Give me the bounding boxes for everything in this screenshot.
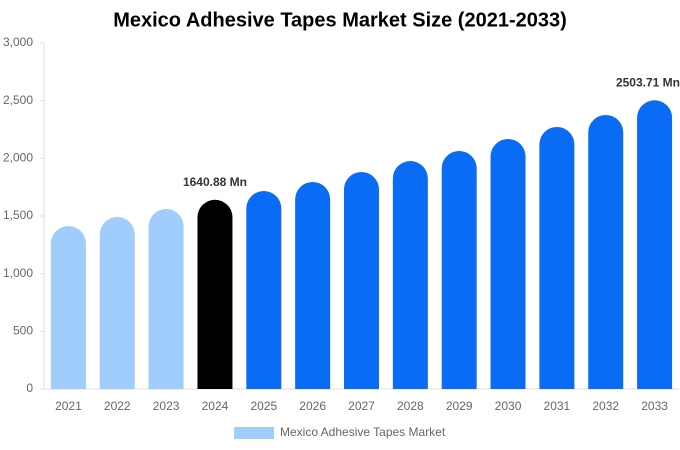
legend-label: Mexico Adhesive Tapes Market: [280, 425, 446, 439]
bar: [490, 138, 526, 389]
bar: [637, 100, 673, 390]
y-tick-label: 500: [13, 324, 33, 338]
x-tick-label: 2029: [446, 399, 473, 413]
y-tick-label: 0: [26, 381, 33, 395]
bar: [588, 114, 624, 389]
x-tick-label: 2025: [250, 399, 277, 413]
y-tick-label: 1,000: [3, 266, 33, 280]
x-tick-label: 2033: [641, 399, 668, 413]
x-tick-label: 2027: [348, 399, 375, 413]
x-tick-label: 2024: [202, 399, 229, 413]
value-label: 2503.71 Mn: [616, 75, 680, 89]
bar: [344, 171, 379, 389]
x-tick-label: 2030: [495, 399, 522, 413]
chart-title: Mexico Adhesive Tapes Market Size (2021-…: [113, 9, 567, 31]
x-tick-label: 2028: [397, 399, 424, 413]
x-tick-label: 2022: [104, 399, 131, 413]
bar: [148, 208, 184, 389]
bar: [539, 126, 575, 389]
bar: [197, 199, 233, 389]
bar: [246, 190, 282, 389]
x-tick-label: 2021: [55, 399, 82, 413]
x-tick-label: 2023: [153, 399, 180, 413]
bar: [50, 226, 86, 389]
value-label: 1640.88 Mn: [183, 175, 247, 189]
y-tick-label: 2,500: [3, 93, 33, 107]
x-tick-label: 2032: [592, 399, 619, 413]
bar: [295, 181, 331, 389]
bar: [99, 217, 135, 389]
bar: [441, 150, 477, 389]
x-tick-label: 2026: [299, 399, 326, 413]
legend-swatch: [234, 427, 274, 439]
y-tick-label: 1,500: [3, 208, 33, 222]
y-tick-label: 3,000: [3, 35, 33, 49]
bar: [392, 160, 428, 389]
y-tick-label: 2,000: [3, 151, 33, 165]
x-tick-label: 2031: [544, 399, 571, 413]
